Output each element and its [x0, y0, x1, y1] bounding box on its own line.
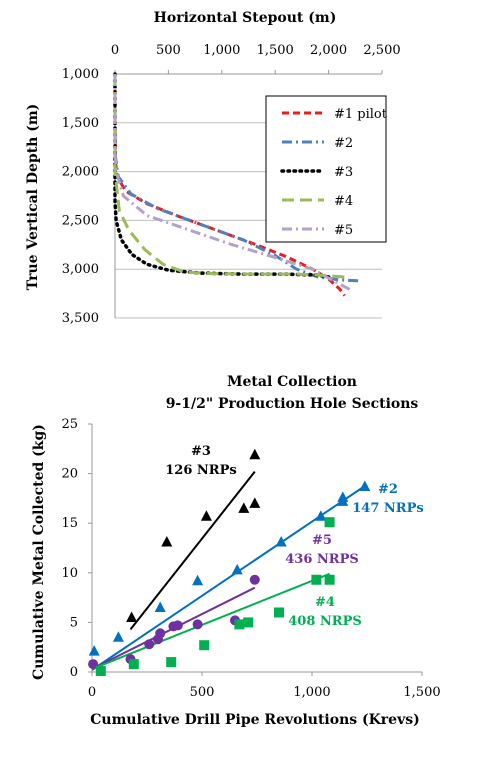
bottom-axes: [88, 423, 423, 676]
data-point-5: [230, 615, 240, 626]
bottom-y-tick-label: 15: [61, 516, 78, 531]
legend-label: #4: [334, 194, 353, 209]
data-point-2: [337, 491, 349, 502]
data-point-4: [128, 659, 139, 670]
annotation-3-line1: #5: [312, 533, 332, 548]
top-tick-labels: 1,000 1,500 2,000 2,500 3,000 3,500 0 500 1,000 1…: [62, 43, 401, 326]
bottom-annotations: #3 126 NRPs #2 147 NRPs #5 436 NRPS #4 408 NRPS: [165, 444, 423, 629]
annotation-3-line2: 436 NRPS: [285, 552, 359, 567]
top-legend-box: [265, 95, 387, 243]
top-x-tick-label: 1,500: [257, 43, 294, 58]
annotation-2-line1: #2: [378, 482, 398, 497]
bottom-x-tick-label: 1,000: [293, 685, 330, 700]
top-y-tick-label: 1,500: [62, 116, 99, 131]
legend-label: #5: [334, 223, 353, 238]
legend-label: #1 pilot: [334, 107, 388, 122]
tvd-stepout-chart: Horizontal Stepout (m) True Vertical Dep…: [25, 10, 401, 326]
top-x-tick-label: 500: [156, 43, 181, 58]
top-y-tick-label: 3,500: [62, 311, 99, 326]
data-point-5: [168, 621, 179, 632]
top-x-axis-title: Horizontal Stepout (m): [154, 10, 337, 26]
bottom-y-tick-label: 20: [61, 467, 78, 482]
data-point-4: [95, 666, 106, 677]
top-legend: #1 pilot #2 #3 #4 #5: [265, 95, 388, 243]
top-y-tick-label: 2,000: [62, 165, 99, 180]
bottom-y-tick-label: 0: [70, 665, 78, 680]
data-point-5: [88, 659, 99, 670]
data-point-4: [311, 574, 322, 585]
data-point-2: [337, 495, 349, 506]
bottom-x-tick-label: 0: [88, 685, 96, 700]
data-point-4: [234, 619, 245, 630]
bottom-y-tick-label: 10: [61, 566, 78, 581]
data-point-5: [249, 574, 260, 585]
legend-label: #2: [334, 136, 353, 151]
data-point-2: [112, 631, 124, 642]
data-point-2: [154, 601, 166, 613]
bottom-y-axis-title: Cumulative Metal Collected (kg): [31, 424, 47, 680]
data-point-4: [166, 657, 177, 668]
top-y-tick-label: 2,500: [62, 213, 99, 228]
top-y-tick-label: 3,000: [62, 262, 99, 277]
data-point-4: [324, 574, 335, 585]
annotation-1-line1: #3: [191, 444, 211, 459]
data-point-5: [172, 620, 183, 631]
top-x-tick-label: 2,000: [310, 43, 347, 58]
bottom-y-tick-label: 25: [61, 417, 78, 432]
data-point-5: [125, 654, 136, 665]
series-line-4: [113, 74, 345, 279]
annotation-2-line2: 147 NRPs: [352, 501, 423, 516]
data-point-5: [153, 634, 163, 645]
annotation-4-line2: 408 NRPS: [288, 614, 362, 629]
data-point-4: [274, 607, 284, 618]
top-x-tick-label: 0: [111, 43, 119, 58]
bottom-tick-labels: 0 5 10 15 20 25 0 500 1,000 1,500: [61, 417, 440, 700]
data-point-3: [200, 510, 212, 521]
data-point-4: [324, 517, 335, 528]
data-point-2: [192, 574, 204, 586]
trendline-4: [91, 572, 330, 670]
top-y-tick-label: 1,000: [62, 67, 99, 82]
bottom-x-tick-label: 500: [190, 685, 215, 700]
legend-label: #3: [334, 165, 353, 180]
data-point-5: [144, 639, 155, 650]
data-point-2: [88, 645, 100, 656]
top-y-axis-title: True Vertical Depth (m): [25, 104, 41, 291]
series-line-3: [113, 72, 331, 279]
top-series-lines: [113, 72, 361, 297]
data-point-3: [161, 536, 173, 547]
series-line-5: [113, 74, 351, 292]
trendline-3: [129, 470, 256, 630]
data-point-3: [249, 448, 261, 460]
data-point-3: [249, 497, 261, 508]
data-point-5: [192, 619, 203, 630]
data-point-2: [315, 510, 327, 521]
bottom-chart-title-line2: 9-1/2" Production Hole Sections: [166, 396, 419, 412]
bottom-chart-title-line1: Metal Collection: [227, 374, 357, 390]
data-point-3: [126, 611, 138, 622]
bottom-x-axis-title: Cumulative Drill Pipe Revolutions (Krevs…: [90, 712, 419, 728]
trendline-2: [91, 486, 364, 671]
top-x-tick-label: 1,000: [203, 43, 240, 58]
trendline-5: [91, 586, 256, 670]
data-point-3: [238, 502, 250, 513]
data-point-5: [155, 628, 166, 639]
top-x-tick-label: 2,500: [363, 43, 400, 58]
data-point-4: [243, 617, 254, 628]
data-point-2: [275, 536, 287, 547]
data-point-2: [359, 480, 371, 491]
data-point-2: [231, 563, 243, 575]
annotation-4-line1: #4: [315, 595, 335, 610]
bottom-x-tick-label: 1,500: [403, 685, 440, 700]
annotation-1-line2: 126 NRPs: [165, 463, 236, 478]
bottom-trendlines: [91, 470, 364, 671]
data-point-4: [199, 640, 210, 651]
bottom-data-points: [88, 448, 371, 677]
bottom-y-tick-label: 5: [70, 615, 78, 630]
